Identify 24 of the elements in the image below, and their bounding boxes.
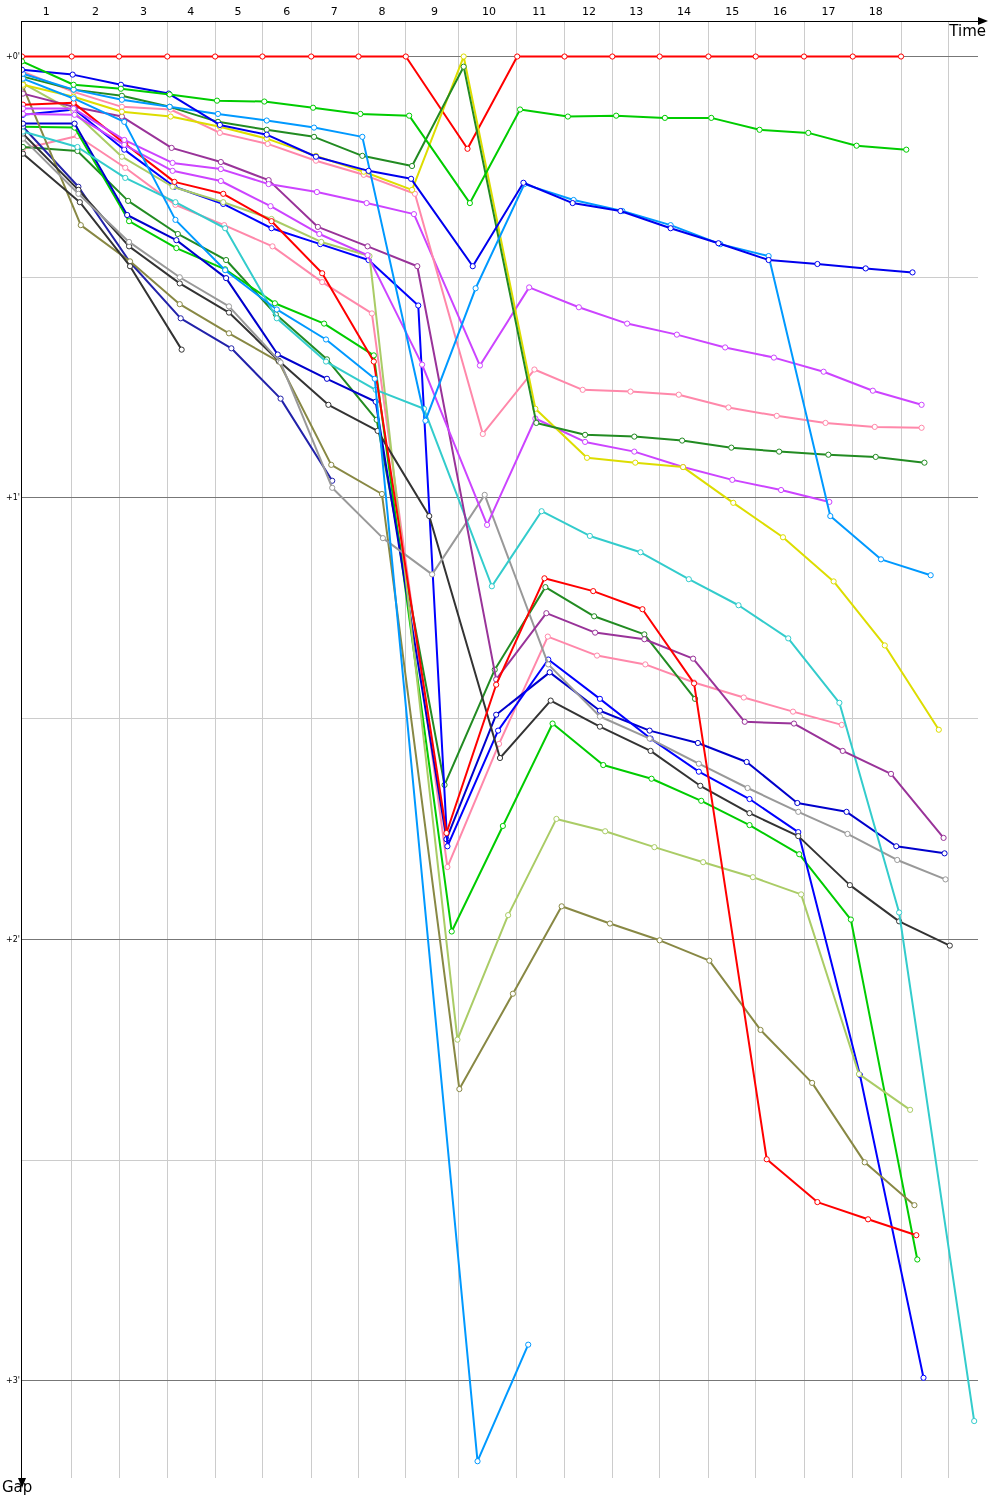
x-tick-label: 11: [532, 5, 547, 19]
x-tick-label: 18: [868, 5, 883, 19]
x-tick-label: 17: [821, 5, 836, 19]
x-tick-label: 12: [581, 5, 596, 19]
x-tick-label: 5: [234, 5, 242, 19]
x-tick-label: 8: [378, 5, 386, 19]
x-tick-label: 1: [42, 5, 50, 19]
x-tick-label: 3: [139, 5, 147, 19]
y-tick-label: +1': [5, 493, 20, 503]
x-tick-label: 2: [92, 5, 100, 19]
x-tick-label: 4: [187, 5, 195, 19]
x-tick-label: 15: [725, 5, 740, 19]
x-tick-label: 6: [283, 5, 291, 19]
y-tick-label: +2': [5, 934, 20, 944]
y-tick-label: +0': [5, 51, 20, 61]
x-tick-label: 16: [773, 5, 788, 19]
x-axis-title: Time: [948, 21, 986, 40]
x-tick-label: 14: [677, 5, 692, 19]
x-tick-label: 7: [330, 5, 338, 19]
x-tick-label: 13: [629, 5, 644, 19]
y-tick-label: +3': [5, 1375, 20, 1385]
x-tick-label: 9: [431, 5, 439, 19]
x-tick-label: 10: [482, 5, 496, 19]
y-axis-title: Gap: [1, 1478, 33, 1497]
